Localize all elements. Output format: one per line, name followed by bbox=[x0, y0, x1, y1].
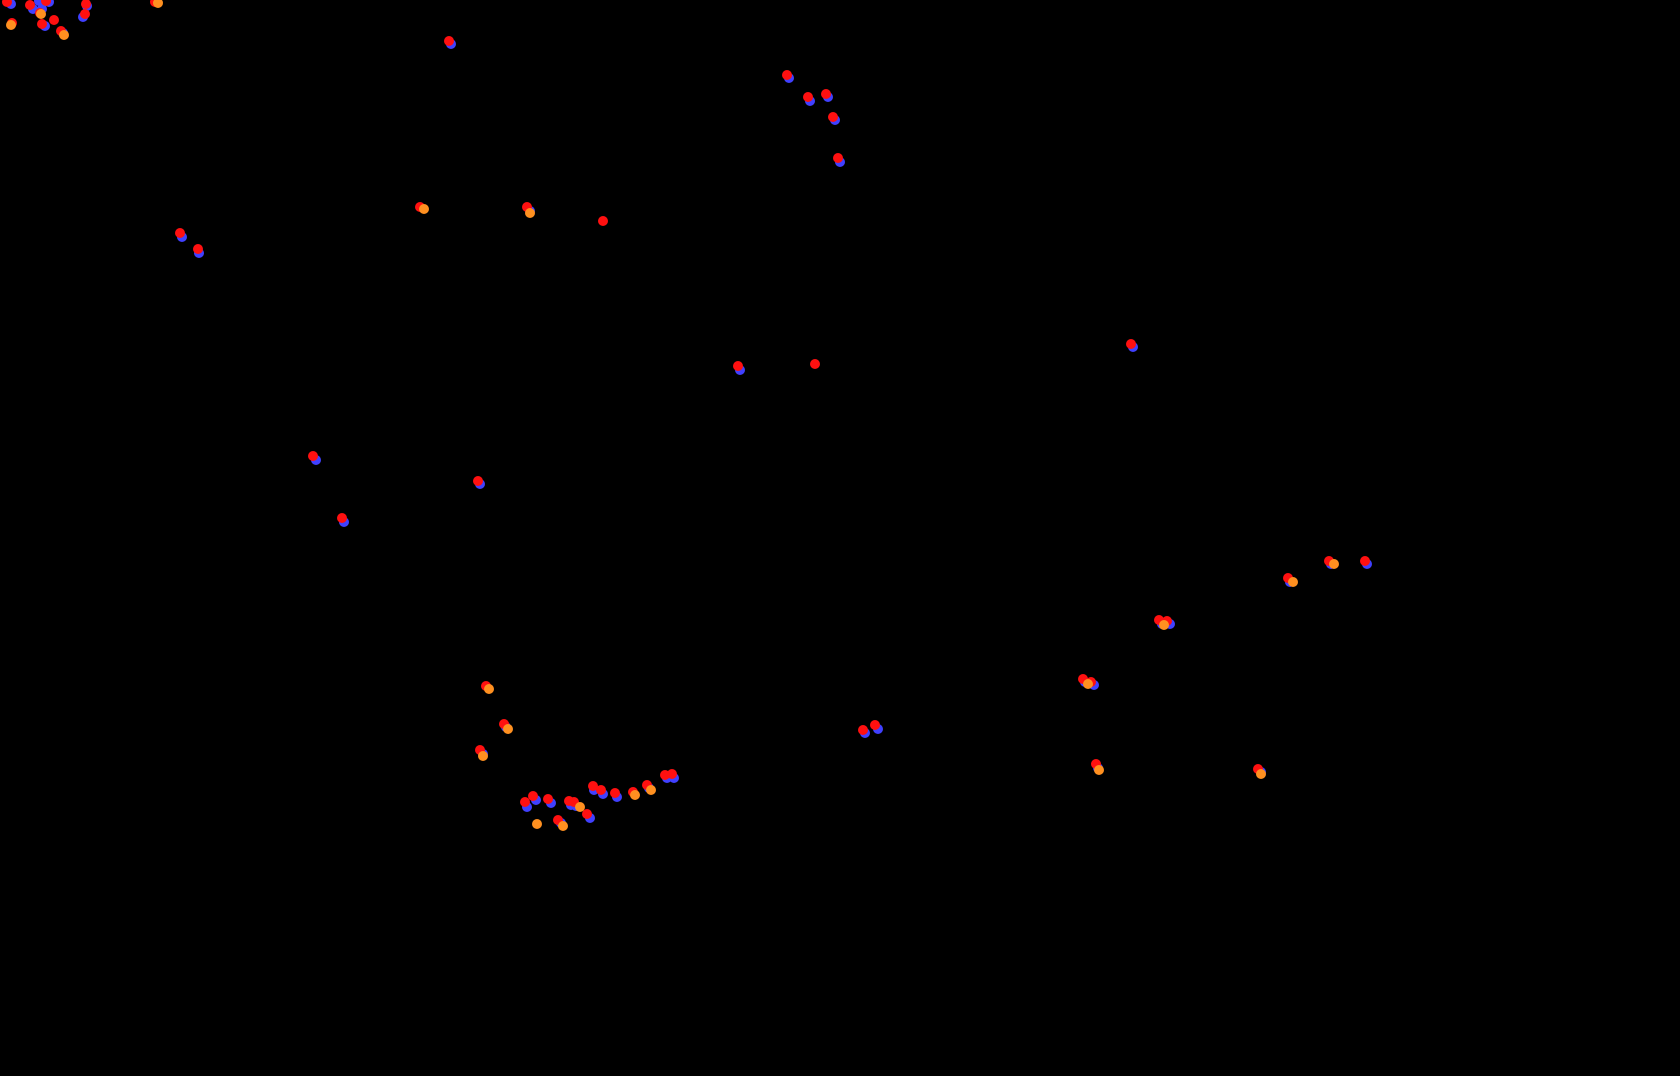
data-point bbox=[733, 361, 743, 371]
data-point bbox=[575, 802, 585, 812]
data-point bbox=[630, 790, 640, 800]
data-point bbox=[59, 30, 69, 40]
data-point bbox=[1256, 769, 1266, 779]
data-point bbox=[610, 788, 620, 798]
data-point bbox=[308, 451, 318, 461]
data-point bbox=[821, 89, 831, 99]
data-point bbox=[419, 204, 429, 214]
data-point bbox=[473, 476, 483, 486]
data-point bbox=[828, 112, 838, 122]
data-point bbox=[1288, 577, 1298, 587]
data-point bbox=[1159, 620, 1169, 630]
data-point bbox=[1094, 765, 1104, 775]
data-point bbox=[1126, 339, 1136, 349]
data-point bbox=[646, 785, 656, 795]
data-point bbox=[36, 9, 46, 19]
data-point bbox=[503, 724, 513, 734]
data-point bbox=[80, 9, 90, 19]
data-point bbox=[543, 794, 553, 804]
scatter-plot bbox=[0, 0, 1680, 1076]
data-point bbox=[337, 513, 347, 523]
data-point bbox=[175, 228, 185, 238]
data-point bbox=[528, 791, 538, 801]
data-point bbox=[520, 797, 530, 807]
data-point bbox=[532, 819, 542, 829]
data-point bbox=[833, 153, 843, 163]
data-point bbox=[598, 216, 608, 226]
data-point bbox=[667, 769, 677, 779]
data-point bbox=[25, 0, 35, 10]
data-point bbox=[1083, 679, 1093, 689]
data-point bbox=[596, 785, 606, 795]
data-point bbox=[782, 70, 792, 80]
data-point bbox=[803, 92, 813, 102]
data-point bbox=[484, 684, 494, 694]
data-point bbox=[1329, 559, 1339, 569]
data-point bbox=[193, 244, 203, 254]
data-point bbox=[558, 821, 568, 831]
data-point bbox=[810, 359, 820, 369]
data-point bbox=[444, 36, 454, 46]
data-point bbox=[478, 751, 488, 761]
data-point bbox=[858, 725, 868, 735]
data-point bbox=[37, 19, 47, 29]
data-point bbox=[6, 20, 16, 30]
data-point bbox=[1360, 556, 1370, 566]
data-point bbox=[525, 208, 535, 218]
data-point bbox=[870, 720, 880, 730]
data-point bbox=[49, 15, 59, 25]
